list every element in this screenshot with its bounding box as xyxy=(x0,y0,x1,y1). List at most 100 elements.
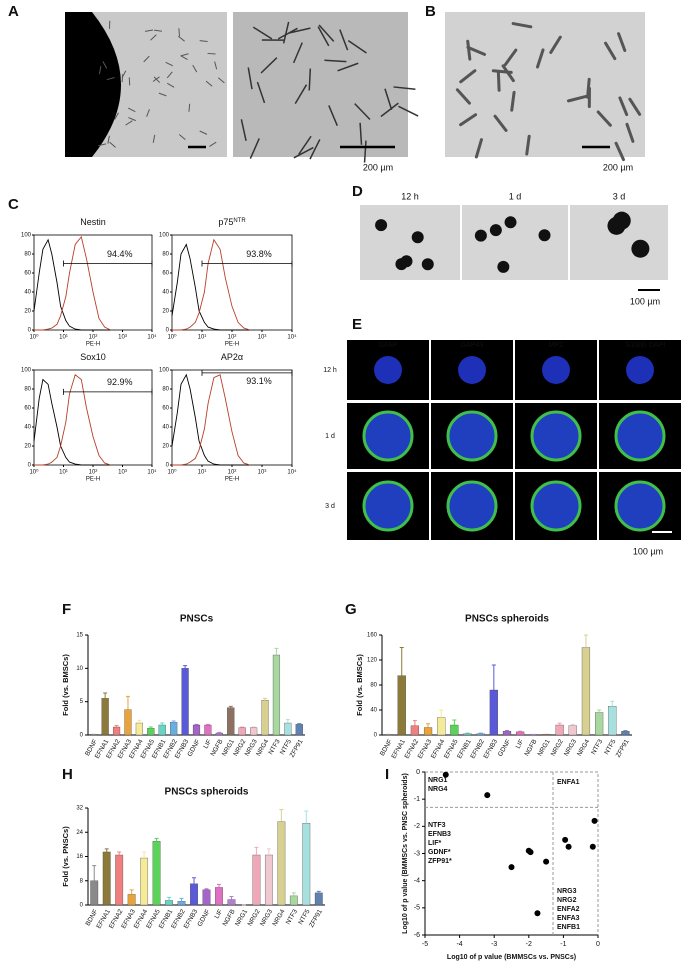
error-bar xyxy=(557,722,562,725)
histogram-curve xyxy=(33,238,111,331)
bar xyxy=(204,724,212,736)
bar xyxy=(489,689,498,736)
stain-label: MPZ xyxy=(549,342,565,349)
x-axis-label: PE-H xyxy=(86,342,100,348)
cell xyxy=(535,48,545,69)
error-bar xyxy=(263,697,268,701)
bar xyxy=(250,727,258,736)
stain-label: GFAP xyxy=(379,342,398,349)
error-bar xyxy=(478,732,483,734)
cell xyxy=(260,57,278,74)
cell xyxy=(309,139,321,160)
timepoint-label: 1 d xyxy=(325,433,335,440)
x-tick-label: EFNB3 xyxy=(483,738,500,760)
x-tick-label: LIF xyxy=(515,738,526,750)
spheroid-stain xyxy=(458,356,486,384)
error-bar xyxy=(240,726,245,728)
y-tick-label: 80 xyxy=(162,387,169,393)
x-tick-label: 10⁴ xyxy=(147,469,157,476)
error-bar xyxy=(412,720,417,726)
x-tick-label: ZFP91 xyxy=(308,908,324,929)
micrograph xyxy=(462,205,568,280)
y-tick-label: -5 xyxy=(414,905,420,912)
cell xyxy=(240,119,247,141)
histogram-curve xyxy=(172,238,251,331)
bar xyxy=(608,706,617,736)
x-tick-label: -4 xyxy=(456,941,462,948)
cell xyxy=(127,107,136,113)
x-tick-label: 10¹ xyxy=(198,470,207,476)
bar xyxy=(261,700,269,736)
error-bar xyxy=(266,848,271,855)
cell xyxy=(252,26,273,40)
bar xyxy=(581,647,591,736)
y-tick-label: 100 xyxy=(21,368,32,374)
cell xyxy=(339,29,349,51)
x-tick-label: 10⁴ xyxy=(287,469,297,476)
plot-frame xyxy=(33,369,153,466)
cell xyxy=(318,24,335,42)
y-tick-label: 20 xyxy=(162,309,169,315)
cell xyxy=(525,134,531,156)
spheroid-stain xyxy=(374,356,402,384)
plot-frame xyxy=(33,234,153,331)
y-tick-label: 100 xyxy=(21,233,32,239)
spheroid xyxy=(421,258,434,271)
error-bar xyxy=(291,892,296,896)
cell xyxy=(324,59,347,63)
error-bar xyxy=(204,888,209,890)
error-bar xyxy=(279,809,284,822)
chart-title: Nestin xyxy=(80,217,106,227)
spheroid-stain xyxy=(362,410,414,462)
x-tick-label: -2 xyxy=(526,941,532,948)
x-tick-label: -5 xyxy=(422,941,428,948)
error-bar xyxy=(205,723,210,725)
cell xyxy=(288,27,311,34)
cell xyxy=(205,80,213,87)
error-bar xyxy=(228,705,233,708)
y-tick-label: 0 xyxy=(416,769,420,776)
cell xyxy=(596,110,612,127)
bar xyxy=(152,841,161,906)
y-tick-label: 0 xyxy=(28,328,32,334)
error-bar xyxy=(92,865,97,881)
chart-title: Sox10 xyxy=(80,352,106,362)
error-bar xyxy=(171,720,176,723)
x-tick-label: 10⁰ xyxy=(29,334,39,341)
error-bar xyxy=(103,692,108,699)
bar xyxy=(124,709,132,736)
cell xyxy=(510,90,516,112)
cell xyxy=(121,74,124,83)
error-bar xyxy=(160,722,165,725)
y-tick-label: 80 xyxy=(370,683,377,689)
x-tick-label: 10² xyxy=(89,335,98,341)
bar xyxy=(215,732,223,736)
stain-label: GAP43 xyxy=(461,342,484,349)
error-bar xyxy=(216,883,221,888)
cell xyxy=(393,86,416,90)
gene-label: GDNF* xyxy=(428,849,451,856)
y-tick-label: 40 xyxy=(162,290,169,296)
error-bar xyxy=(610,700,615,707)
y-axis-label: Log10 of p value (BMMSCs vs. PNSC sphero… xyxy=(402,773,409,934)
histogram-curve xyxy=(171,373,251,466)
y-tick-label: 160 xyxy=(367,633,378,639)
cell xyxy=(114,112,119,120)
spheroid-stain xyxy=(614,480,666,532)
cell xyxy=(165,61,174,67)
y-tick-label: 0 xyxy=(28,463,32,469)
gene-label: NRG1 xyxy=(428,777,448,784)
scale-label: 200 µm xyxy=(363,162,393,172)
y-tick-label: 120 xyxy=(367,658,378,664)
x-tick-label: 10³ xyxy=(258,470,267,476)
y-tick-label: 8 xyxy=(80,878,84,884)
cell xyxy=(359,122,363,145)
cell xyxy=(293,146,314,159)
x-tick-label: 10⁰ xyxy=(167,469,177,476)
error-bar xyxy=(254,846,259,855)
x-tick-label: -1 xyxy=(560,941,566,948)
point xyxy=(589,843,596,850)
x-tick-label: LIF xyxy=(202,738,213,750)
bar xyxy=(284,722,292,736)
